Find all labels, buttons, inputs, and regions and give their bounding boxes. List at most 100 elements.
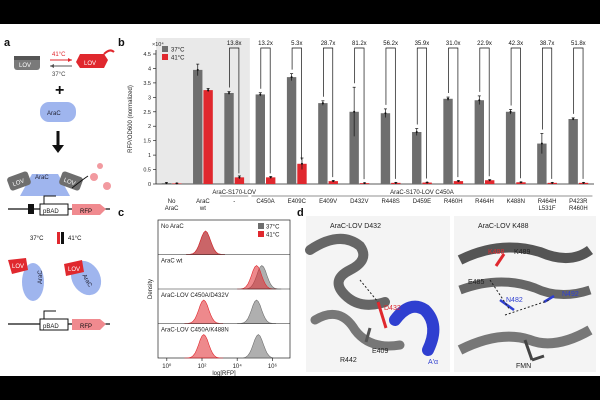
data-point bbox=[321, 102, 324, 105]
data-point bbox=[207, 89, 210, 92]
fold-bracket bbox=[542, 47, 553, 179]
category-label: AraC bbox=[196, 199, 210, 205]
data-point bbox=[300, 162, 303, 165]
bar bbox=[474, 100, 484, 184]
bar bbox=[203, 90, 213, 184]
pbad-box-bottom bbox=[39, 318, 69, 331]
data-point bbox=[447, 97, 450, 100]
panel-d-structures: AraC-LOV D432 D432 E409 R442 A'α AraC-LO… bbox=[305, 216, 596, 372]
panel-label-c: c bbox=[118, 207, 125, 219]
fold-change-label: 51.8x bbox=[571, 41, 586, 47]
fold-change-label: 22.9x bbox=[477, 41, 492, 47]
structure-left-title: AraC-LOV D432 bbox=[330, 223, 381, 230]
arac-lov-free-icon: AraC LOV AraC LOV bbox=[8, 258, 102, 301]
y-tick-label: 3 bbox=[148, 95, 151, 101]
data-point bbox=[572, 118, 575, 120]
arac-lov-bound-icon: AraC LOV LOV bbox=[7, 171, 83, 196]
equilibrium-arrows bbox=[50, 58, 72, 68]
fold-bracket bbox=[385, 47, 396, 179]
fold-bracket bbox=[573, 47, 584, 179]
panel-b-bar-chart: 0 0.5 1 1.5 2 2.5 3 3.5 4 4.5×10⁴ RFP/OD600 (norma… bbox=[128, 38, 594, 210]
legend-swatch bbox=[258, 223, 264, 229]
plus-sign: + bbox=[55, 82, 64, 99]
ligand-fmn: FMN bbox=[516, 363, 531, 370]
row-label: No AraC bbox=[161, 224, 184, 230]
bar bbox=[234, 177, 245, 184]
legend-label: 41°C bbox=[266, 233, 280, 239]
density-41 bbox=[184, 299, 224, 324]
density-37 bbox=[238, 334, 278, 359]
legend-label: 41°C bbox=[171, 56, 185, 62]
bar bbox=[505, 111, 516, 184]
bar bbox=[453, 181, 464, 184]
switch-cold-bar bbox=[61, 232, 64, 244]
row-label: AraC-LOV C450A/D432V bbox=[161, 293, 229, 299]
arac-protein-icon bbox=[40, 102, 76, 122]
panel-label-d: d bbox=[297, 207, 304, 219]
fold-bracket bbox=[354, 47, 365, 180]
fold-bracket bbox=[323, 47, 334, 178]
panel-label-b: b bbox=[118, 37, 125, 49]
y-tick-label: 1 bbox=[148, 153, 151, 159]
y-axis-label: RFP/OD600 (normalized) bbox=[128, 85, 134, 153]
y-tick-label: 1.5 bbox=[143, 139, 151, 145]
lov-right-text: LOV bbox=[84, 61, 96, 67]
bar bbox=[255, 94, 265, 184]
category-label: R464H bbox=[475, 199, 494, 205]
row-label: AraC-LOV C450A/K488N bbox=[161, 328, 229, 334]
bar bbox=[224, 93, 234, 184]
residue-k488: K488 bbox=[488, 249, 504, 256]
data-point bbox=[332, 180, 335, 183]
category-label: K488N bbox=[507, 199, 525, 205]
category-label: D432V bbox=[350, 199, 368, 205]
category-label: No bbox=[168, 199, 176, 205]
density-41 bbox=[184, 334, 224, 359]
operator-box bbox=[28, 204, 34, 214]
y-tick-label: 2 bbox=[148, 124, 151, 130]
fold-bracket bbox=[229, 47, 240, 174]
legend-swatch bbox=[162, 46, 168, 52]
figure: a b c d LOV 41°C 37°C LOV + AraC bbox=[0, 24, 600, 376]
pbad-label-bottom: pBAD bbox=[43, 324, 59, 330]
data-point bbox=[415, 131, 418, 133]
arac-label-top: AraC bbox=[47, 111, 61, 117]
control-shade bbox=[156, 38, 250, 184]
category-label: E409C bbox=[288, 199, 307, 205]
data-point bbox=[540, 142, 543, 145]
y-tick-label: 3.5 bbox=[143, 81, 151, 87]
data-point bbox=[426, 181, 429, 184]
rfp-molecules-icon bbox=[90, 163, 111, 190]
category-label: R460H bbox=[569, 206, 588, 210]
category-label: R464H bbox=[538, 199, 557, 205]
fold-change-label: 35.9x bbox=[415, 41, 430, 47]
rfp-gene-bottom bbox=[72, 319, 106, 330]
data-point bbox=[478, 99, 481, 102]
x-axis-label: log[RFP] bbox=[212, 371, 236, 376]
category-label: E409V bbox=[319, 199, 337, 205]
fold-bracket bbox=[260, 47, 271, 174]
panel-label-a: a bbox=[4, 37, 11, 49]
data-point bbox=[238, 176, 241, 179]
y-tick-label: 0 bbox=[148, 182, 151, 188]
data-point bbox=[269, 176, 272, 179]
y-tick-label: 0.5 bbox=[143, 168, 151, 174]
rfp-gene-top bbox=[72, 204, 106, 215]
data-point bbox=[582, 181, 585, 184]
fold-bracket bbox=[291, 47, 302, 160]
temp-cold-label: 37°C bbox=[52, 72, 66, 78]
bar bbox=[266, 177, 276, 184]
data-point bbox=[196, 68, 199, 71]
rfp-label-bottom: RFP bbox=[80, 324, 92, 330]
temp-left-label: 37°C bbox=[30, 236, 44, 242]
category-label: AraC bbox=[165, 206, 179, 210]
category-label: D459E bbox=[413, 199, 431, 205]
bar bbox=[443, 98, 453, 184]
row-label: AraC wt bbox=[161, 259, 183, 265]
data-point bbox=[394, 181, 397, 184]
lov-left-text: LOV bbox=[19, 63, 31, 69]
y-tick-label: 4.5 bbox=[143, 52, 151, 58]
data-point bbox=[363, 182, 366, 185]
bar bbox=[380, 113, 391, 184]
bar bbox=[349, 111, 359, 184]
x-tick-label: 10⁶ bbox=[268, 363, 278, 370]
